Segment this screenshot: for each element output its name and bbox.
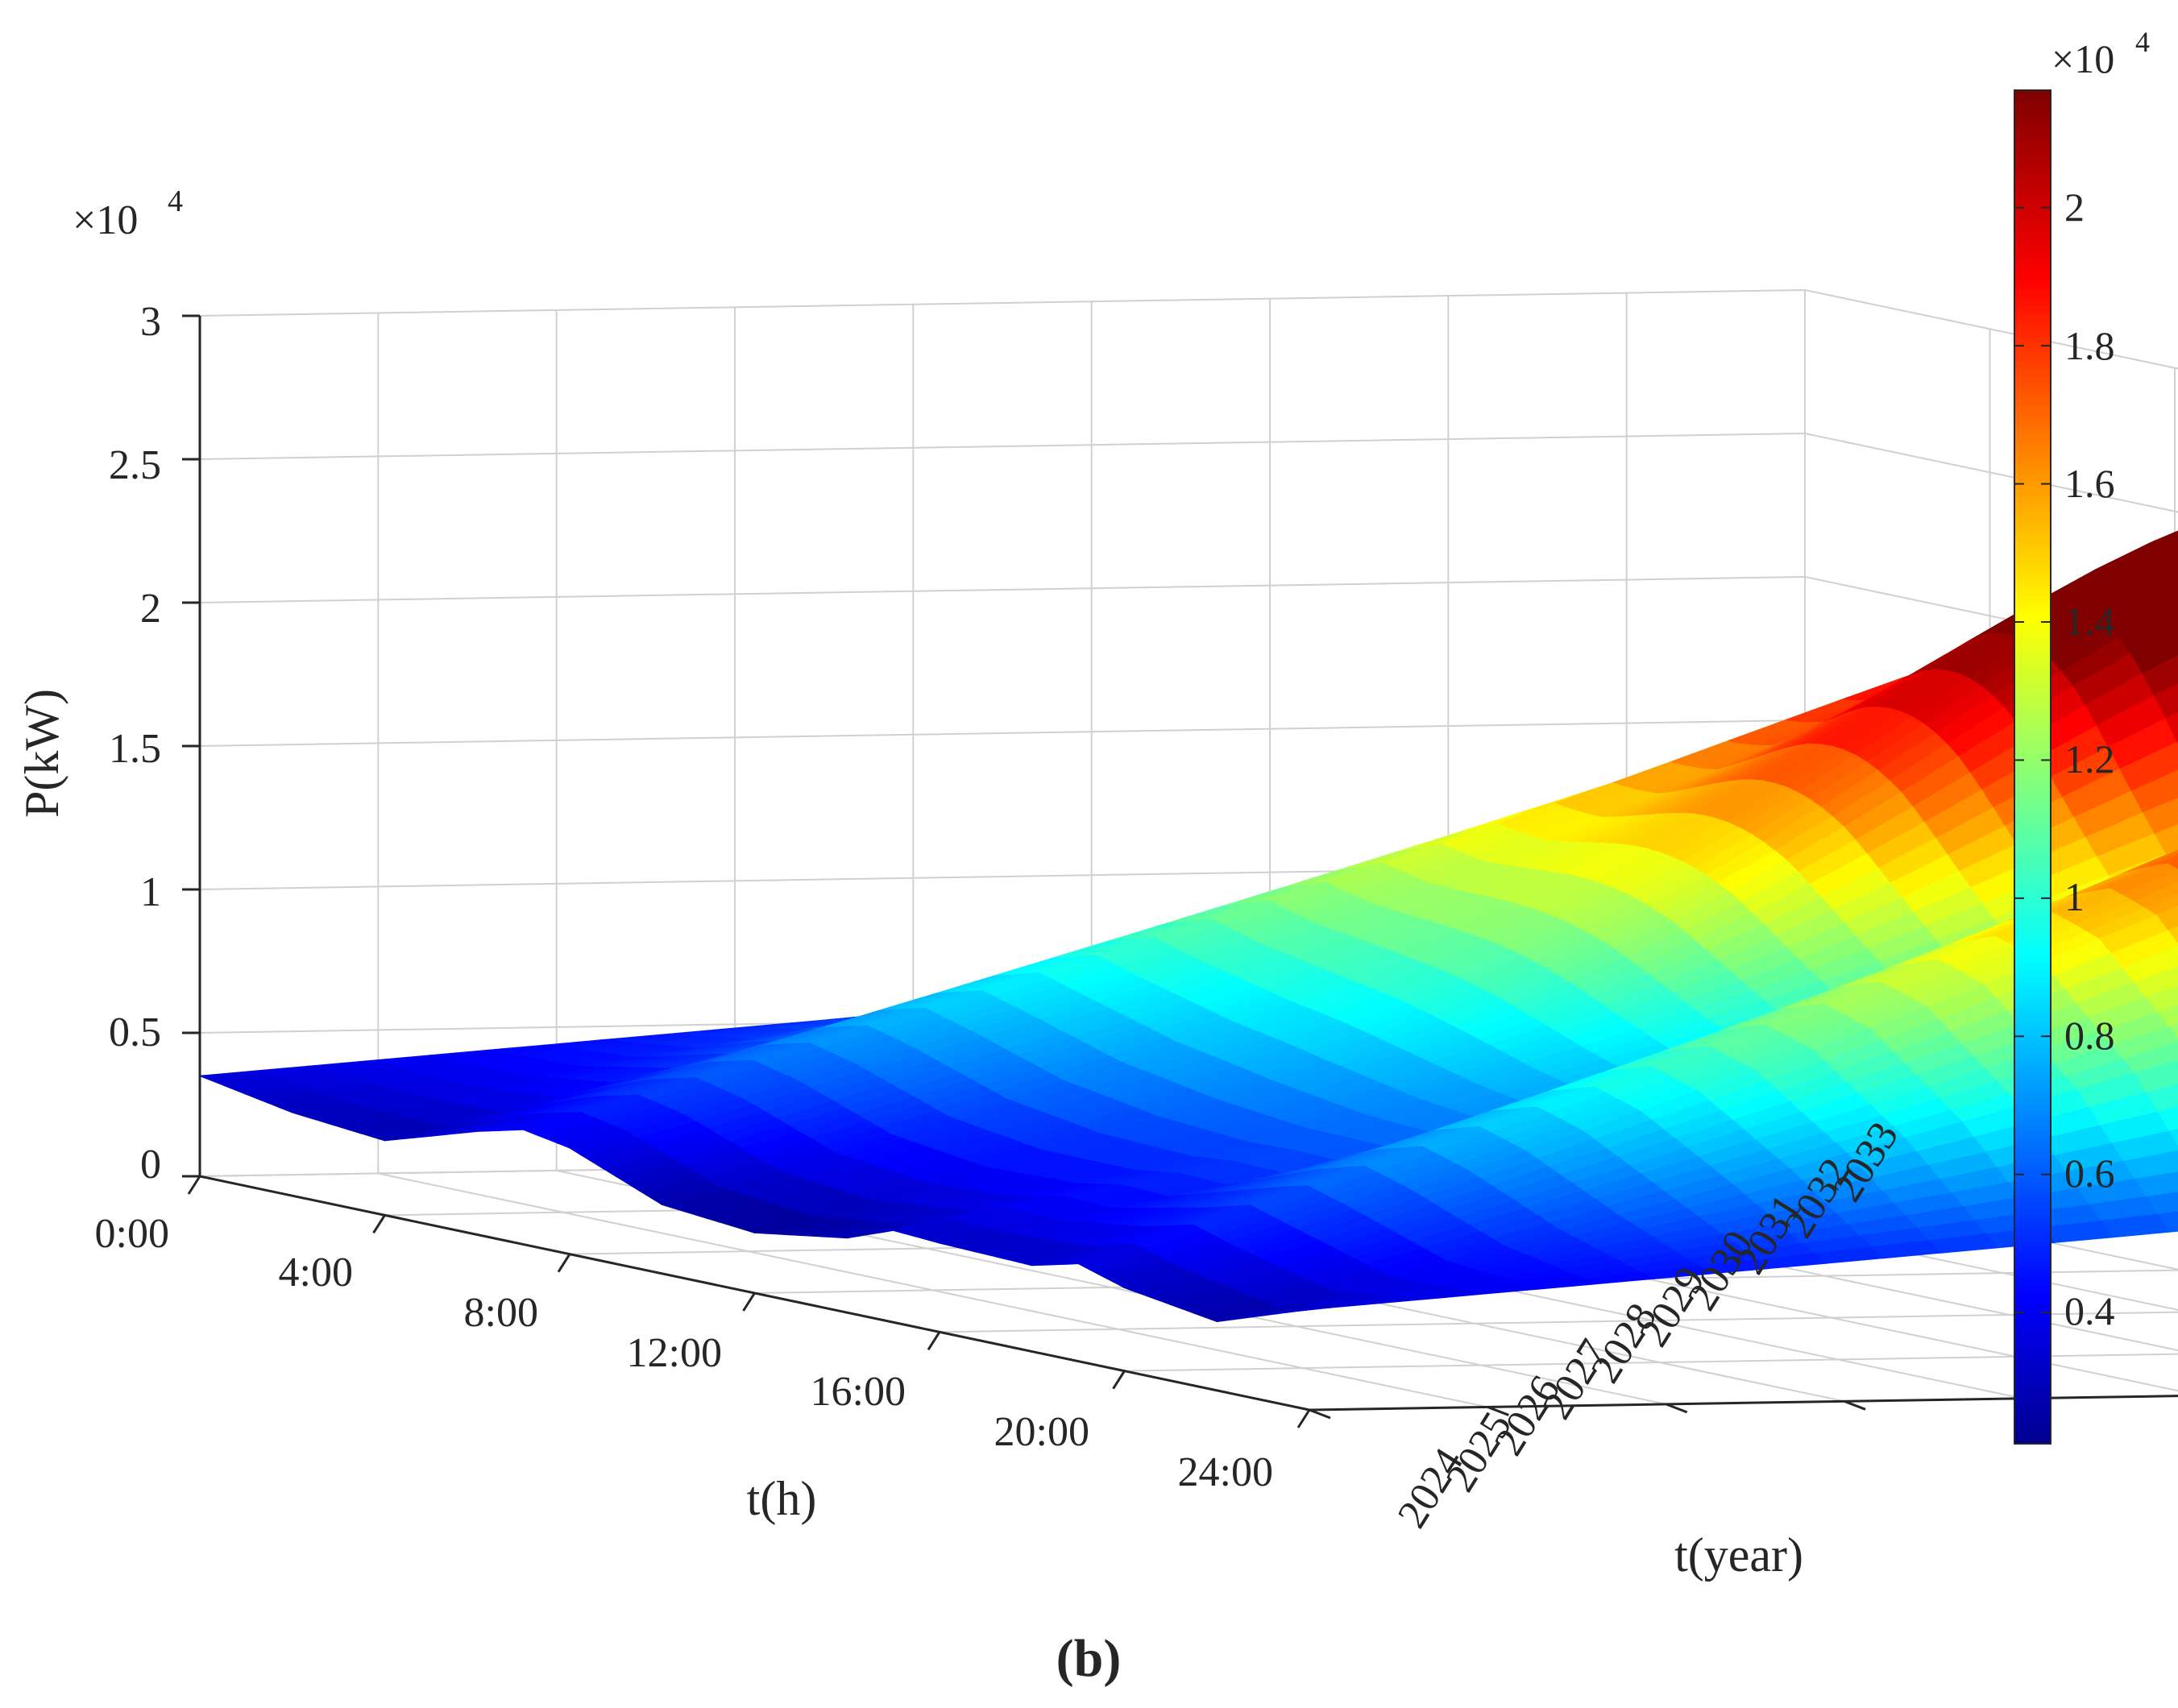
- x-axis-tick: [927, 1331, 941, 1351]
- colorbar-tick-label: 2: [2064, 184, 2085, 230]
- colorbar: 0.4 0.6 0.8 1 1.2 1.4 1.6 1.8 2 ×10 4: [2014, 26, 2150, 1445]
- z-tick-label: 2: [140, 586, 161, 632]
- z-tick-label: 2.5: [109, 442, 161, 488]
- x-axis-tick: [1112, 1370, 1126, 1390]
- grid-line: [1124, 1353, 2178, 1372]
- x-axis-tick-labels: 0:00 4:00 8:00 12:00 16:00 20:00 24:00: [95, 1211, 1273, 1495]
- z-tick-label: 0.5: [109, 1009, 161, 1055]
- y-axis-line: [1309, 1395, 2178, 1412]
- colorbar-tick-label: 0.8: [2064, 1013, 2115, 1058]
- grid-line: [199, 719, 1806, 747]
- colorbar-tick-label: 1.8: [2064, 323, 2115, 368]
- grid-line: [1804, 433, 2178, 513]
- z-tick-label: 1: [140, 869, 161, 915]
- x-tick-label: 12:00: [627, 1330, 722, 1376]
- grid-line: [1804, 576, 2178, 657]
- x-tick-label: 0:00: [95, 1211, 169, 1257]
- x-axis-tick: [557, 1253, 571, 1273]
- x-axis-tick: [742, 1292, 756, 1312]
- y-axis-tick: [1666, 1403, 1688, 1414]
- colorbar-tick-label: 1.2: [2064, 736, 2115, 781]
- x-axis-tick: [187, 1175, 201, 1195]
- figure-caption: (b): [1056, 1629, 1122, 1688]
- colorbar-ticks: [2014, 206, 2051, 1314]
- colorbar-tick-label: 0.6: [2064, 1150, 2115, 1196]
- colorbar-tick-label: 1.4: [2064, 599, 2115, 644]
- grid-line: [1804, 289, 2178, 370]
- z-axis-label: P(kW): [15, 689, 68, 818]
- x-tick-label: 20:00: [994, 1409, 1089, 1455]
- z-tick-label: 3: [140, 299, 161, 345]
- y-axis-tick: [1309, 1408, 1331, 1420]
- x-axis-label: t(h): [747, 1472, 817, 1525]
- z-exponent-power: 4: [168, 184, 183, 218]
- colorbar-tick-label: 0.4: [2064, 1288, 2115, 1333]
- grid-line: [378, 1172, 1488, 1408]
- grid-line: [199, 433, 1806, 460]
- grid-line: [939, 1311, 2178, 1333]
- x-axis-tick: [372, 1214, 386, 1234]
- x-tick-label: 8:00: [464, 1290, 538, 1336]
- z-exponent-base: ×10: [73, 197, 138, 243]
- x-axis-tick: [1296, 1409, 1311, 1428]
- x-tick-label: 4:00: [279, 1250, 353, 1296]
- colorbar-tick-label: 1: [2064, 874, 2085, 919]
- colorbar-tick-label: 1.6: [2064, 461, 2115, 506]
- x-tick-label: 24:00: [1178, 1449, 1273, 1495]
- y-axis-tick: [1844, 1399, 1866, 1411]
- z-tick-label: 1.5: [109, 726, 161, 772]
- grid-line: [199, 576, 1806, 603]
- colorbar-gradient: [2014, 89, 2051, 1445]
- z-axis-tick-labels: 0 0.5 1 1.5 2 2.5 3: [109, 299, 161, 1188]
- y-axis-label: t(year): [1674, 1528, 1803, 1582]
- surface-patch: [1297, 1304, 1367, 1312]
- colorbar-exponent-base: ×10: [2051, 36, 2114, 81]
- z-axis-exponent: ×10 4: [73, 184, 183, 243]
- surface-plot: [199, 530, 2178, 1323]
- x-tick-label: 16:00: [811, 1369, 906, 1415]
- grid-line: [199, 289, 1806, 317]
- z-tick-label: 0: [140, 1142, 161, 1188]
- colorbar-exponent-power: 4: [2135, 26, 2150, 58]
- y-axis-tick: [1487, 1406, 1509, 1416]
